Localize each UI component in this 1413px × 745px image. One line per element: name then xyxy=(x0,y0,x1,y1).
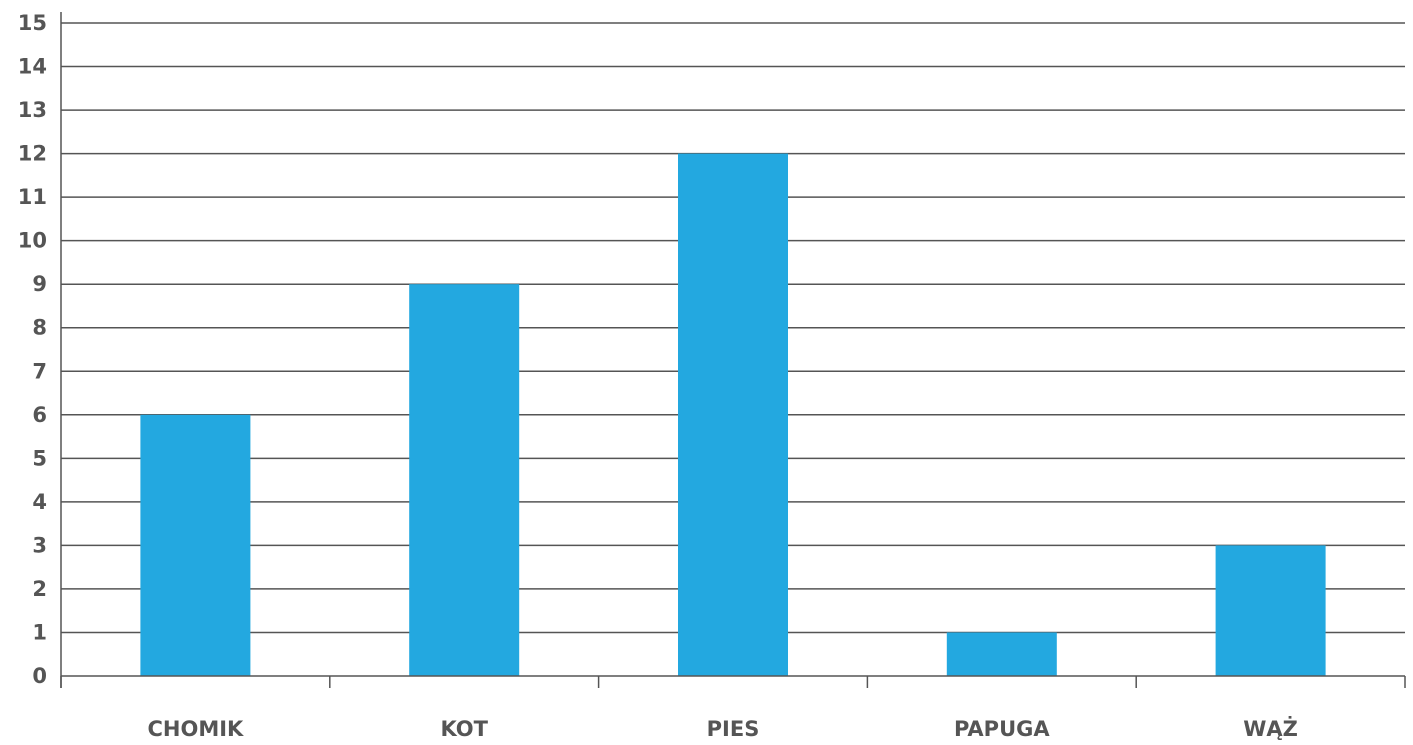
y-tick-label: 4 xyxy=(32,490,47,514)
x-tick-label: KOT xyxy=(440,717,488,741)
y-tick-label: 9 xyxy=(32,272,47,296)
x-tick-label: PIES xyxy=(707,717,760,741)
y-tick-label: 1 xyxy=(32,620,47,644)
y-tick-label: 6 xyxy=(32,403,47,427)
y-tick-label: 8 xyxy=(32,316,47,340)
y-tick-label: 11 xyxy=(18,185,47,209)
y-tick-label: 0 xyxy=(32,664,47,688)
bar-pies xyxy=(678,153,788,677)
x-tick-label: WĄŻ xyxy=(1243,716,1298,741)
axes xyxy=(60,12,1406,688)
y-tick-label: 15 xyxy=(18,11,47,35)
bar-papuga xyxy=(946,632,1057,676)
y-tick-label: 14 xyxy=(18,55,47,79)
y-tick-label: 3 xyxy=(32,533,47,557)
y-tick-label: 12 xyxy=(18,142,47,166)
y-tick-label: 7 xyxy=(32,359,47,383)
bar-wąż xyxy=(1215,545,1326,676)
x-tick-label: CHOMIK xyxy=(147,717,244,741)
bars xyxy=(140,153,1326,677)
y-tick-label: 2 xyxy=(32,577,47,601)
x-tick-label: PAPUGA xyxy=(954,717,1050,741)
bar-chomik xyxy=(140,414,251,676)
bar-kot xyxy=(409,284,520,676)
x-tick-labels: CHOMIK KOT PIES PAPUGA WĄŻ xyxy=(147,716,1297,741)
y-tick-label: 13 xyxy=(18,98,47,122)
y-tick-label: 5 xyxy=(32,446,47,470)
y-tick-label: 10 xyxy=(18,229,47,253)
